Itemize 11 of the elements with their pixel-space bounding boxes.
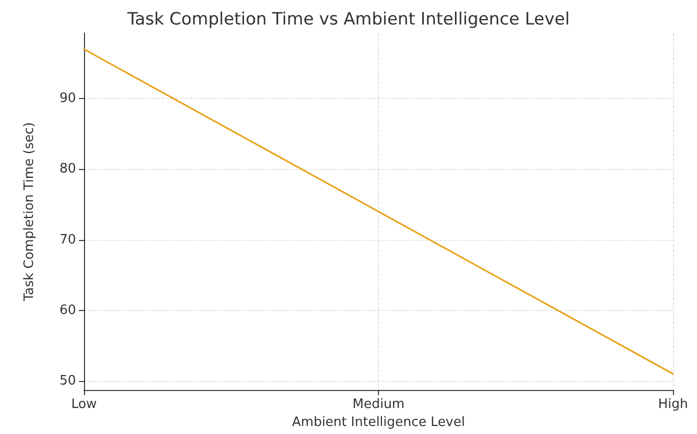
x-tick-label: Low	[71, 397, 98, 412]
chart-title: Task Completion Time vs Ambient Intelligence Level	[126, 10, 570, 30]
x-tick-label: Medium	[352, 397, 404, 412]
y-tick-label: 60	[59, 302, 76, 318]
x-axis-title: Ambient Intelligence Level	[292, 415, 465, 430]
y-axis-title: Task Completion Time (sec)	[22, 122, 37, 302]
y-tick-label: 50	[59, 373, 76, 388]
y-tick-label: 70	[59, 232, 76, 248]
y-tick-label: 80	[59, 162, 76, 177]
x-tick-label: High	[658, 397, 688, 412]
y-tick-label: 90	[59, 91, 76, 106]
